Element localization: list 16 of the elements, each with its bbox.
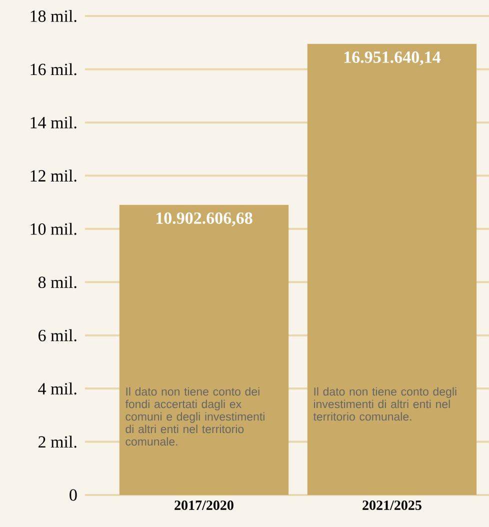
y-tick-label: 14 mil. [30,116,76,128]
annotation: Il dato non tiene conto degli investimenti di altri enti nel territorio comunale. [313,387,456,421]
y-tick-label: 4 mil. [38,382,76,395]
x-tick-label: 2021/2025 [362,500,422,510]
y-tick-label: 10 mil. [30,222,76,235]
y-tick-label: 6 mil. [38,329,76,342]
y-tick-label: 8 mil. [38,276,76,288]
annotation: 10.902.606,68 [156,212,252,226]
y-tick-label: 18 mil. [30,10,76,22]
y-tick-label: 2 mil. [38,436,76,448]
annotation: 16.951.640,14 [344,51,441,66]
y-tick-label: 12 mil. [30,170,76,182]
annotation: Il dato non tiene conto dei fondi accertati dagli ex comuni e degli investimenti di altri enti nel territorio comunale. [125,387,264,446]
x-tick-label: 2017/2020 [174,500,234,510]
y-tick-label: 0 [70,489,77,501]
y-tick-label: 16 mil. [30,63,76,76]
